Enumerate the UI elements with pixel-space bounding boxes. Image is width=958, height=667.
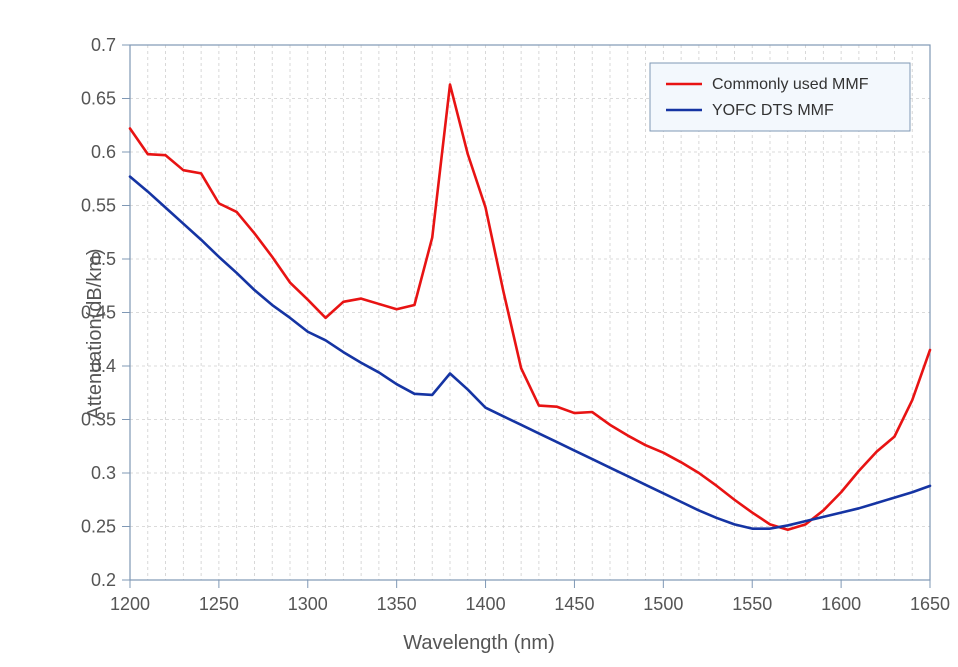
legend-label: Commonly used MMF: [712, 76, 869, 93]
chart-svg: 1200 1250 1300 1350 1400 1450 1500 1550 1600 1650…: [0, 0, 958, 667]
y-tick-label: 0.7: [91, 35, 116, 55]
y-tick-label: 0.25: [81, 517, 116, 537]
y-tick-label: 0.55: [81, 196, 116, 216]
x-axis-label: Wavelength (nm): [0, 632, 958, 655]
x-tick-label: 1600: [821, 594, 861, 614]
x-tick-label: 1300: [288, 594, 328, 614]
y-tick-label: 0.3: [91, 463, 116, 483]
y-tick-label: 0.6: [91, 142, 116, 162]
x-tick-label: 1350: [377, 594, 417, 614]
x-tick-label: 1200: [110, 594, 150, 614]
y-tick-label: 0.65: [81, 89, 116, 109]
x-tick-label: 1500: [643, 594, 683, 614]
x-tick-label: 1550: [732, 594, 772, 614]
legend: Commonly used MMF YOFC DTS MMF: [650, 63, 910, 131]
y-tick-label: 0.2: [91, 570, 116, 590]
y-axis-label: Attenuation(dB/km): [84, 248, 107, 419]
x-tick-label: 1650: [910, 594, 950, 614]
legend-label: YOFC DTS MMF: [712, 102, 834, 119]
x-tick-label: 1250: [199, 594, 239, 614]
x-tick-label: 1450: [554, 594, 594, 614]
x-tick-label: 1400: [466, 594, 506, 614]
attenuation-chart: Attenuation(dB/km) Wavelength (nm) 12001…: [0, 0, 958, 667]
